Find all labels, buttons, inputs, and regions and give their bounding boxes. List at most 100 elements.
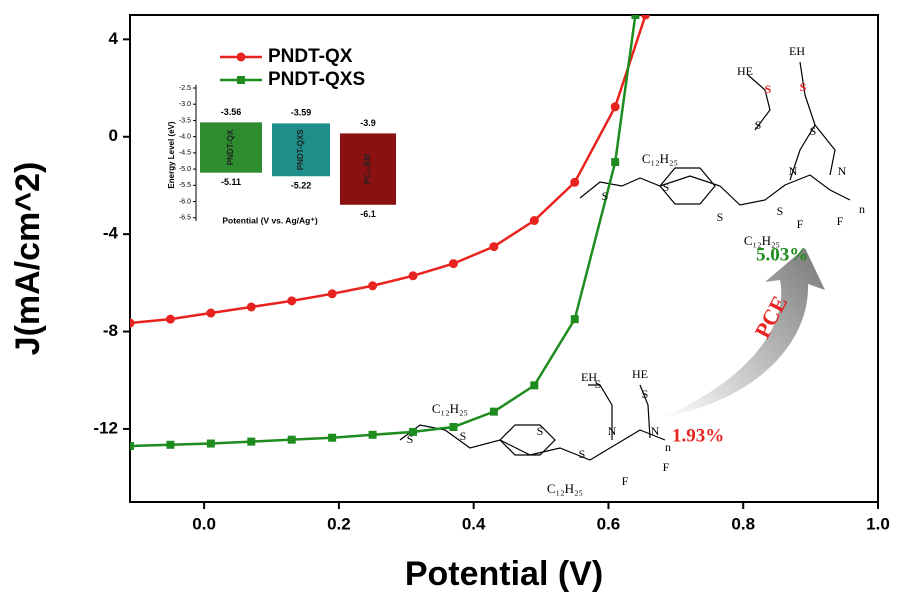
x-tick-label: 0.8 (731, 514, 755, 533)
inset-y-tick-label: -3.0 (179, 101, 191, 108)
energy-bar (200, 122, 262, 173)
structure-label: C₁₂H₂₅ (744, 233, 780, 248)
data-point (327, 289, 337, 299)
structure-label: S (579, 447, 586, 461)
y-tick-label: -8 (103, 321, 118, 340)
structure-label: S (407, 432, 414, 446)
inset-y-axis-label: Energy Level (eV) (167, 121, 176, 188)
annotation: 5.03% (756, 244, 808, 265)
data-point (489, 242, 499, 252)
data-point (165, 314, 175, 324)
structure-label: S (595, 377, 602, 391)
bar-category: PNDT-QX (226, 129, 235, 165)
data-point (570, 315, 579, 324)
data-point (287, 435, 296, 444)
structure-label: F (797, 217, 804, 231)
data-point (368, 281, 378, 291)
structure-label: S (663, 180, 670, 194)
structure-label: C₁₂H₂₅ (642, 151, 678, 166)
plot-area (130, 15, 651, 450)
data-point (408, 271, 418, 281)
structure-label: HE (737, 64, 753, 78)
inset-x-axis-label: Potential (V vs. Ag/Ag⁺) (222, 215, 317, 225)
x-tick-label: 0.6 (597, 514, 621, 533)
structure-label: F (622, 474, 629, 488)
x-axis-label: Potential (V) (405, 555, 603, 593)
bar-category: PNDT-QXS (296, 129, 305, 171)
structure-label: S (755, 118, 762, 132)
lumo-label: -3.59 (291, 108, 312, 118)
y-axis-label: J(mA/cm^2) (9, 162, 47, 356)
inset-y-tick-label: -4.0 (179, 133, 191, 140)
inset-y-tick-label: -4.5 (179, 150, 191, 157)
data-point (631, 15, 640, 19)
structure-label: n (859, 202, 865, 216)
structure-label: n (665, 440, 671, 454)
data-point (130, 318, 135, 328)
structure-label: HE (632, 367, 648, 381)
structure-label: C₁₂H₂₅ (547, 481, 583, 496)
structure-label: N (789, 164, 798, 178)
inset-y-tick-label: -3.5 (179, 117, 191, 124)
data-point (449, 423, 458, 432)
data-point (409, 427, 418, 436)
homo-label: -6.1 (360, 209, 376, 219)
y-tick-label: 0 (109, 126, 118, 145)
legend-label: PNDT-QX (268, 46, 353, 67)
legend-label: PNDT-QXS (268, 69, 365, 90)
plot-frame (129, 14, 879, 503)
x-tick-label: 0.0 (192, 514, 216, 533)
data-point (641, 15, 651, 20)
x-tick-label: 0.2 (327, 514, 351, 533)
data-point (570, 177, 580, 187)
data-point (206, 439, 215, 448)
structure-label: F (663, 460, 670, 474)
structure-label: N (608, 424, 617, 438)
structure-label: F (837, 214, 844, 228)
pce-arrow (660, 248, 825, 418)
data-point (246, 302, 256, 312)
structure-label: EH (789, 44, 805, 58)
data-point (328, 433, 337, 442)
structure-label: S (460, 429, 467, 443)
energy-bar (272, 123, 330, 177)
inset-y-tick-label: -2.5 (179, 85, 191, 92)
x-tick-label: 1.0 (866, 514, 890, 533)
annotation: 1.93% (672, 425, 724, 446)
lumo-label: -3.56 (221, 107, 242, 117)
inset-y-tick-label: -5.0 (179, 166, 191, 173)
data-line (130, 15, 647, 325)
energy-bar (340, 133, 396, 205)
structure-label: S (537, 424, 544, 438)
structure-label: S (800, 80, 807, 94)
y-tick-label: -12 (93, 418, 118, 437)
data-point (448, 259, 458, 269)
structure-label: S (602, 189, 609, 203)
data-point (529, 216, 539, 226)
homo-label: -5.11 (221, 177, 241, 187)
inset-y-tick-label: -6.5 (179, 215, 191, 222)
data-point (611, 158, 620, 167)
inset-y-tick-label: -5.5 (179, 182, 191, 189)
data-point (287, 296, 297, 306)
data-line (130, 15, 637, 448)
bar-category: PC₇₁BM (363, 154, 372, 184)
structure-label: S (642, 387, 649, 401)
data-point (489, 407, 498, 416)
structure-label: N (651, 424, 660, 438)
x-tick-label: 0.4 (462, 514, 486, 533)
data-point (247, 437, 256, 446)
data-point (130, 441, 134, 450)
data-point (610, 102, 620, 112)
structure-label: S (810, 124, 817, 138)
homo-label: -5.22 (291, 181, 312, 191)
y-tick-label: 4 (109, 29, 119, 48)
structure-label: S (717, 210, 724, 224)
structure-label: S (777, 204, 784, 218)
structure-label: S (765, 82, 772, 96)
data-point (530, 381, 539, 390)
data-point (206, 308, 216, 318)
legend-marker (236, 52, 246, 62)
structure-label: EH (581, 370, 597, 384)
